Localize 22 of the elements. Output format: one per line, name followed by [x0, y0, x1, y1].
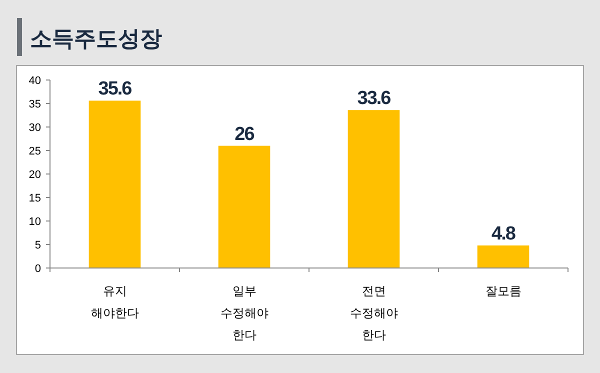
y-tick-label: 40	[28, 75, 41, 87]
y-tick-label: 20	[28, 169, 41, 181]
y-tick-label: 5	[34, 240, 41, 252]
bar	[88, 100, 141, 268]
y-tick-label: 15	[28, 192, 41, 204]
x-tick-label: 전면 수정해야 한다	[350, 284, 398, 342]
x-tick-label: 잘모름	[485, 284, 522, 298]
bar	[348, 110, 400, 268]
data-label: 35.6	[98, 78, 132, 100]
y-tick-label: 25	[28, 146, 41, 158]
x-tick-label: 일부 수정해야 한다	[220, 284, 268, 342]
bar	[477, 245, 530, 268]
y-tick-label: 10	[28, 216, 41, 228]
y-tick-label: 0	[34, 263, 41, 275]
data-label: 33.6	[357, 88, 391, 110]
data-label: 4.8	[492, 223, 516, 244]
bar	[218, 146, 270, 268]
y-tick-label: 30	[28, 122, 41, 134]
chart-title: 소득주도성장	[30, 26, 162, 51]
x-tick-label: 유지 해야한다	[90, 284, 139, 320]
data-label: 26	[234, 124, 254, 145]
y-tick-label: 35	[28, 98, 41, 110]
